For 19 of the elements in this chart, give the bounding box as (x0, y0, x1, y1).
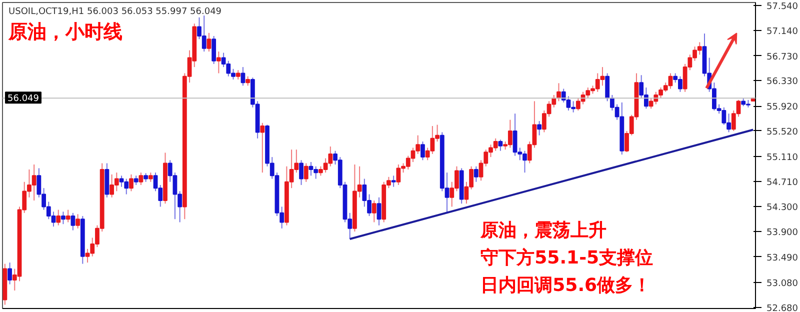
annotation: 守下方55.1-5支撑位 (480, 247, 654, 268)
y-tick-label: 57.540 (766, 2, 798, 12)
y-tick-label: 55.920 (766, 102, 798, 113)
y-tick-label: 57.140 (766, 26, 798, 37)
y-tick-label: 53.080 (766, 278, 798, 289)
y-tick-label: 55.520 (766, 127, 798, 138)
annotation: 原油，震荡上升 (480, 220, 607, 241)
y-tick-label: 53.900 (766, 228, 798, 238)
y-tick-label: 56.330 (766, 77, 798, 88)
y-tick-label: 55.110 (766, 152, 798, 163)
y-tick-label: 53.490 (766, 253, 798, 264)
annotation: 日内回调55.6做多！ (480, 274, 652, 296)
y-tick-label: 54.300 (766, 203, 798, 214)
y-tick-label: 56.730 (766, 52, 798, 62)
y-tick-label: 54.710 (766, 178, 798, 188)
y-tick-label: 52.680 (766, 304, 798, 312)
text: USOIL,OCT19,H1 56.003 56.053 55.997 56.049 (8, 7, 222, 18)
ref-line-label: 56.049 (8, 94, 40, 104)
text: 原油，小时线 (8, 20, 123, 43)
